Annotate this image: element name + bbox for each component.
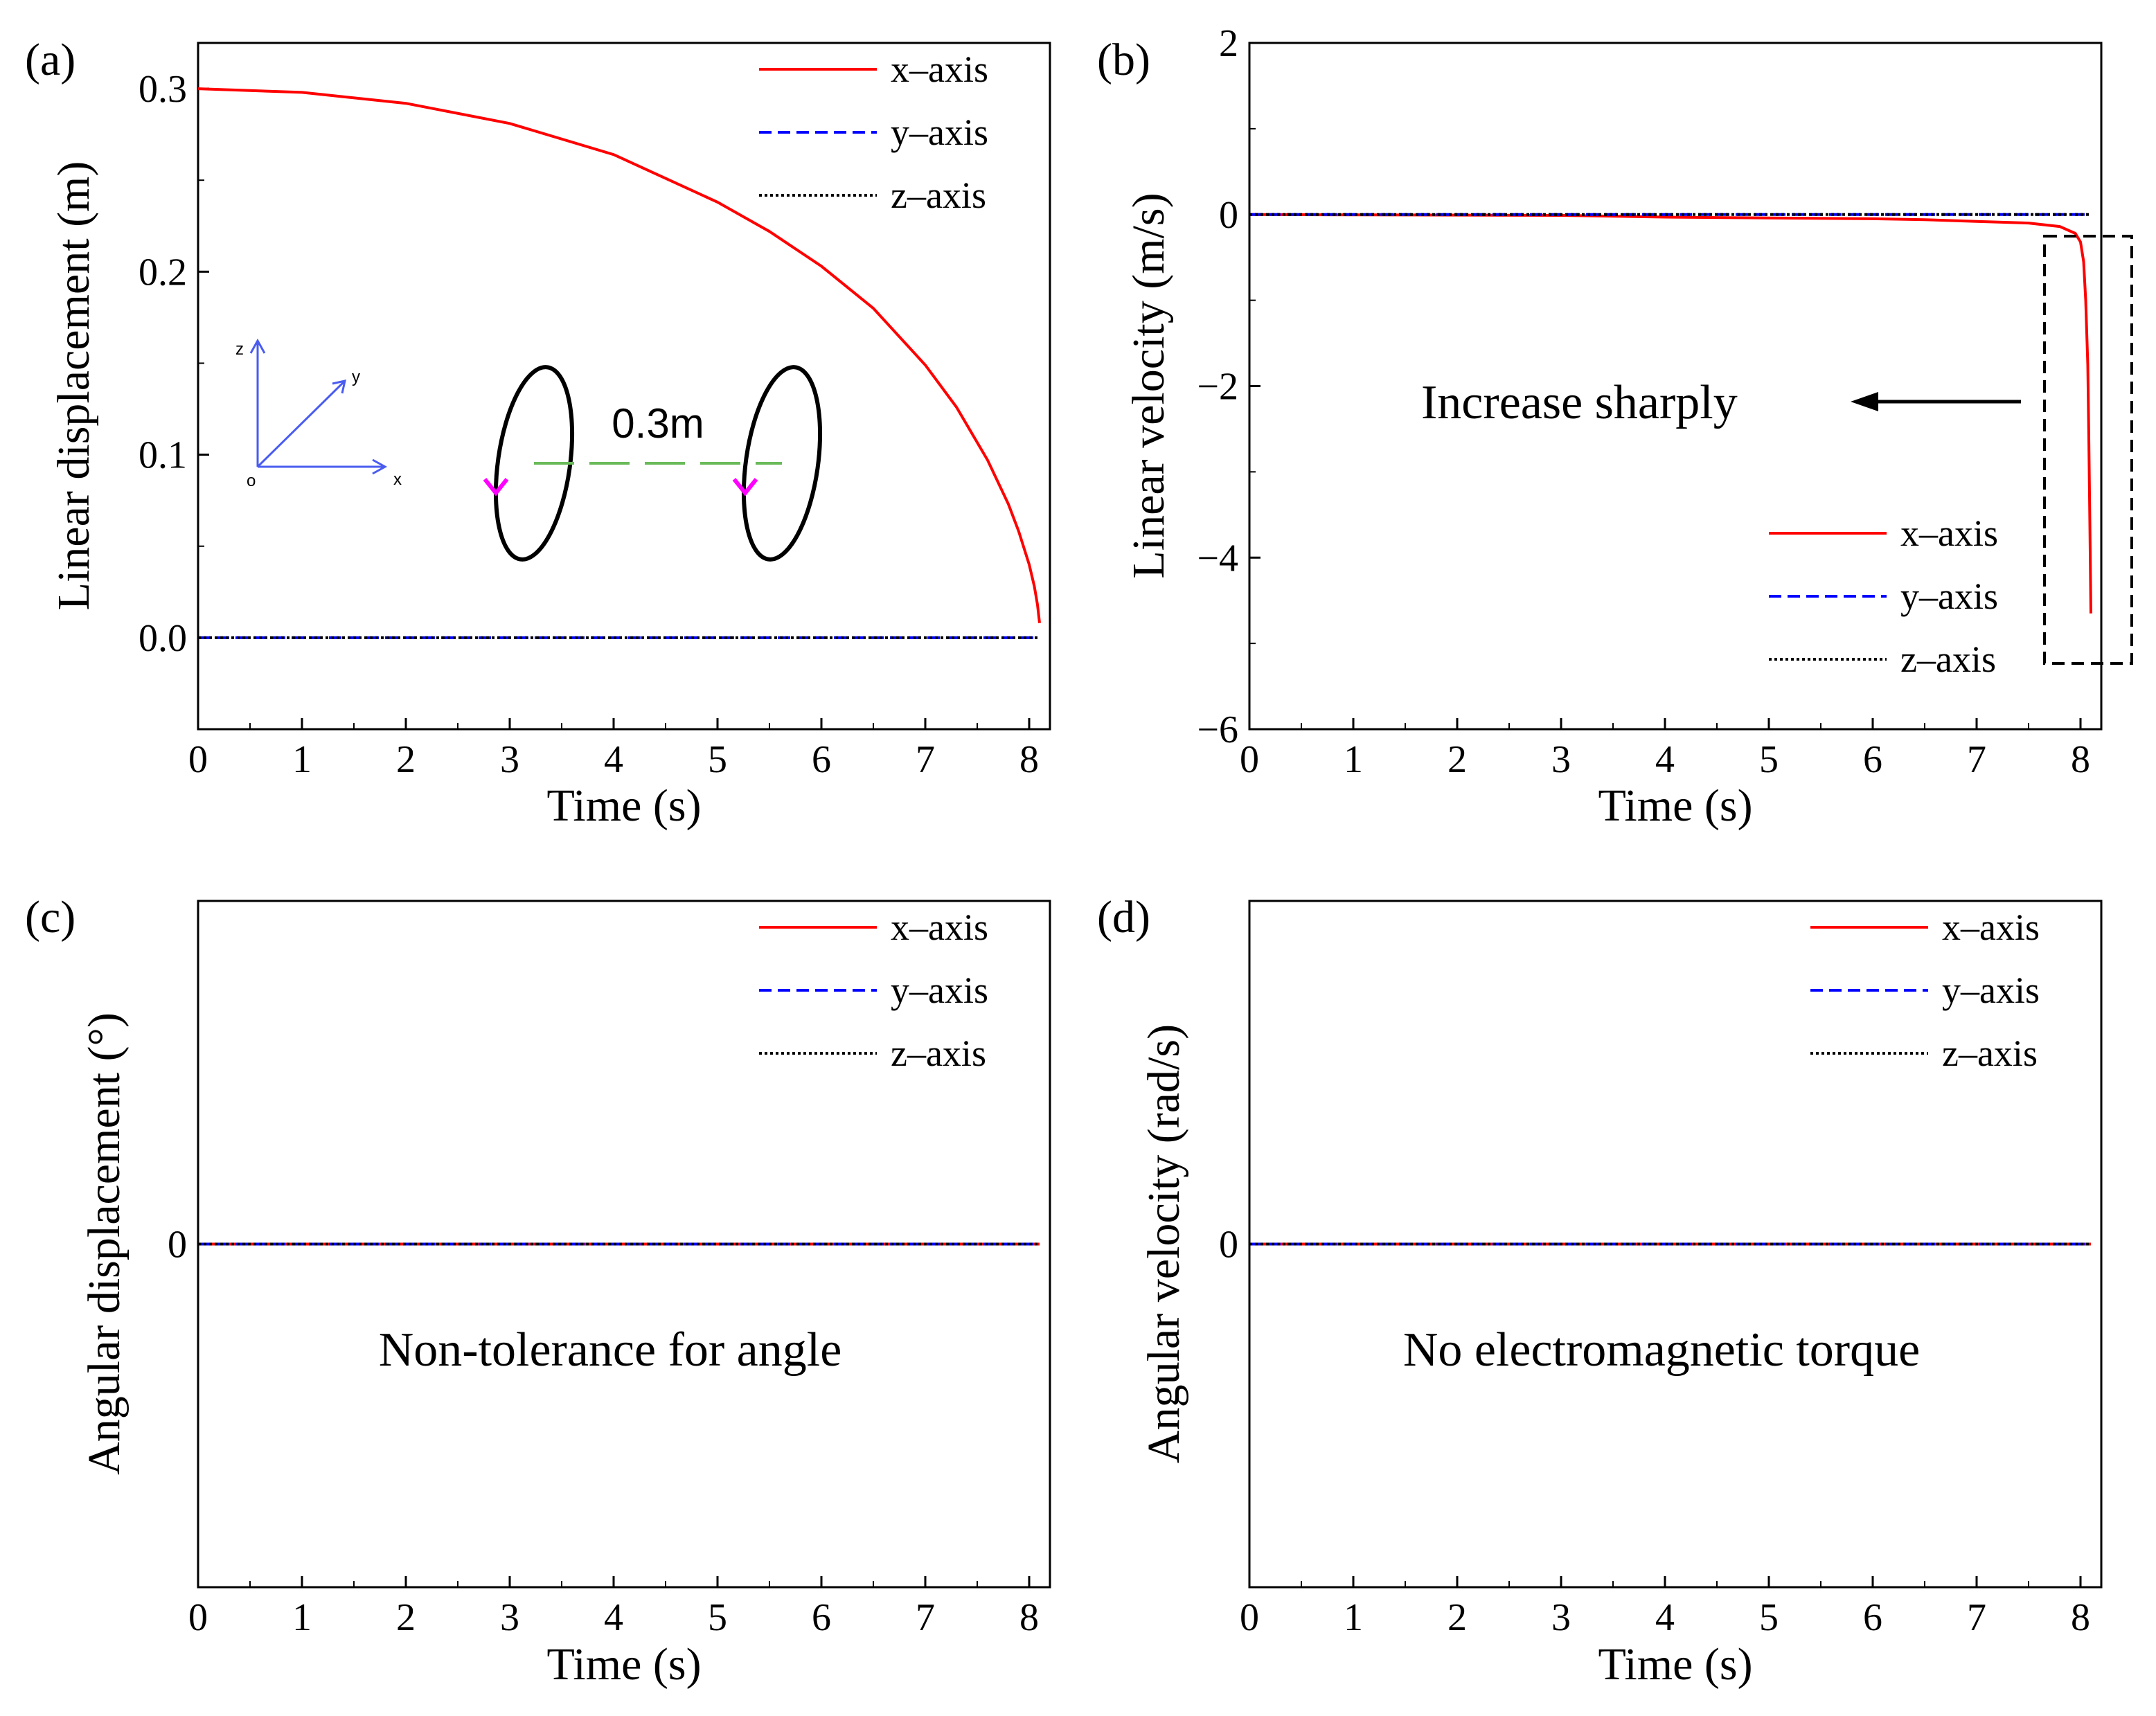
x-tick-label: 3: [1551, 1596, 1571, 1639]
y-tick-label: −2: [1197, 366, 1238, 409]
legend-label: x–axis: [1900, 512, 1998, 554]
legend-label: z–axis: [891, 175, 986, 216]
x-tick-label: 1: [292, 1596, 312, 1639]
x-tick-label: 7: [916, 1596, 935, 1639]
annotation-text: Increase sharply: [1421, 376, 1738, 429]
inset-x-label: x: [393, 470, 402, 489]
annotation-text: Non-tolerance for angle: [379, 1323, 842, 1377]
x-tick-label: 2: [396, 738, 416, 781]
annotation-text: No electromagnetic torque: [1403, 1323, 1920, 1377]
y-tick-label: 0.1: [139, 434, 187, 477]
panel-a: 0 1 2 3 4 5 6 7 8 0.0 0.1 0.2 0.3 Time (s) Linear disp…: [25, 35, 1051, 831]
x-tick-label: 6: [1863, 738, 1882, 781]
y-tick-label: 0: [1219, 194, 1238, 237]
legend-label: y–axis: [1900, 575, 1998, 617]
x-tick-label: 4: [604, 738, 623, 781]
panel-b: 0 1 2 3 4 5 6 7 8 −6 −4 −2 0 2 Time (s) Linear velocity…: [1097, 22, 2133, 831]
x-tick-label: 8: [1019, 1596, 1039, 1639]
x-tick-label: 1: [1344, 738, 1363, 781]
x-tick-label: 5: [708, 1596, 727, 1639]
legend-label: x–axis: [1942, 906, 2040, 948]
x-axis-label: Time (s): [546, 1639, 701, 1690]
x-tick-label: 2: [396, 1596, 416, 1639]
x-tick-label: 6: [812, 738, 831, 781]
panel-label: (c): [25, 892, 75, 942]
y-tick-label: 0.2: [139, 251, 187, 294]
x-tick-label: 0: [188, 738, 208, 781]
x-tick-label: 0: [188, 1596, 208, 1639]
x-tick-label: 5: [1759, 738, 1779, 781]
y-tick-label: −4: [1197, 537, 1238, 580]
current-direction-icon: [732, 478, 758, 497]
legend-label: y–axis: [891, 111, 988, 153]
y-axis-label: Angular displacement (°): [79, 1012, 130, 1475]
panel-label: (d): [1097, 892, 1150, 942]
panel-d: 0 1 2 3 4 5 6 7 8 0 Time (s) Angular velocity (rad/…: [1097, 892, 2103, 1690]
inset-y-axis: [256, 379, 346, 468]
x-tick-label: 0: [1240, 738, 1259, 781]
highlight-box: [2043, 235, 2133, 665]
x-tick-label: 6: [812, 1596, 831, 1639]
coil-ellipse-left: [493, 365, 575, 562]
x-tick-label: 0: [1240, 1596, 1259, 1639]
x-tick-label: 4: [1655, 738, 1675, 781]
legend-label: z–axis: [1942, 1033, 2038, 1074]
x-tick-label: 3: [1551, 738, 1571, 781]
x-tick-label: 8: [2071, 1596, 2090, 1639]
panel-label: (a): [25, 35, 75, 85]
x-tick-label: 7: [1967, 1596, 1986, 1639]
inset-z-label: z: [235, 340, 244, 359]
x-tick-label: 4: [604, 1596, 623, 1639]
panel-label: (b): [1097, 35, 1150, 85]
legend-label: x–axis: [891, 48, 988, 90]
y-axis-label: Angular velocity (rad/s): [1139, 1024, 1189, 1463]
x-axis-label: Time (s): [1598, 1639, 1752, 1690]
panel-c: 0 1 2 3 4 5 6 7 8 0 Time (s) Angular displacement (…: [25, 892, 1051, 1690]
y-tick-label: −6: [1197, 708, 1238, 751]
x-tick-label: 8: [1019, 738, 1039, 781]
current-direction-icon: [483, 478, 509, 497]
y-tick-label: 0.3: [139, 68, 187, 111]
coil-ellipse-right: [741, 365, 823, 562]
x-tick-label: 3: [500, 1596, 519, 1639]
x-tick-label: 7: [916, 738, 935, 781]
y-tick-label: 2: [1219, 22, 1238, 65]
y-axis-label: Linear velocity (m/s): [1123, 193, 1174, 578]
y-tick-label: 0.0: [139, 617, 187, 660]
x-tick-label: 8: [2071, 738, 2090, 781]
legend-label: y–axis: [891, 969, 988, 1011]
x-axis-label: Time (s): [1598, 780, 1752, 831]
inset-y-label: y: [352, 368, 360, 386]
x-axis-label: Time (s): [546, 780, 701, 831]
legend-label: z–axis: [1900, 638, 1996, 680]
x-tick-label: 7: [1967, 738, 1986, 781]
inset-z-arrow: [249, 338, 266, 354]
x-tick-label: 1: [1344, 1596, 1363, 1639]
plot-frame: [197, 42, 1051, 731]
legend-label: y–axis: [1942, 969, 2040, 1011]
inset-distance-label: 0.3m: [612, 400, 704, 447]
x-tick-label: 5: [708, 738, 727, 781]
legend-label: z–axis: [891, 1033, 986, 1074]
x-tick-label: 4: [1655, 1596, 1675, 1639]
y-tick-label: 0: [1219, 1224, 1238, 1267]
y-tick-label: 0: [168, 1224, 187, 1267]
x-tick-label: 6: [1863, 1596, 1882, 1639]
inset-origin-label: o: [247, 472, 256, 490]
annotation-arrow-head: [1851, 392, 1878, 411]
legend-label: x–axis: [891, 906, 988, 948]
x-tick-label: 5: [1759, 1596, 1779, 1639]
x-tick-label: 3: [500, 738, 519, 781]
x-tick-label: 2: [1447, 1596, 1467, 1639]
inset-diagram: z y x o 0.3m: [235, 338, 823, 562]
x-tick-label: 1: [292, 738, 312, 781]
series-line-solid: [197, 87, 1041, 623]
series-line-solid: [1249, 213, 2092, 614]
inset-y-arrow: [332, 379, 346, 394]
inset-x-arrow: [372, 458, 388, 475]
x-tick-label: 2: [1447, 738, 1467, 781]
y-axis-label: Linear displacement (m): [48, 161, 99, 611]
